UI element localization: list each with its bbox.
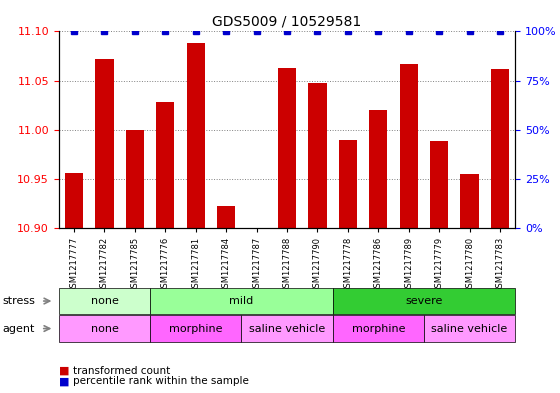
Bar [460,174,479,228]
Bar [369,110,388,228]
Bar [491,69,509,228]
Bar [278,68,296,228]
Text: agent: agent [3,323,35,334]
Text: ■: ■ [59,376,69,386]
Bar [309,83,326,228]
Text: mild: mild [229,296,254,306]
Text: ■: ■ [59,365,69,376]
Text: percentile rank within the sample: percentile rank within the sample [73,376,249,386]
Text: none: none [91,323,118,334]
Bar [339,140,357,228]
Text: severe: severe [405,296,442,306]
Text: transformed count: transformed count [73,365,170,376]
Bar [126,130,144,228]
Bar [65,173,83,228]
Bar [95,59,114,228]
Text: morphine: morphine [169,323,222,334]
Bar [217,206,235,228]
Text: stress: stress [3,296,36,306]
Bar [400,64,418,228]
Title: GDS5009 / 10529581: GDS5009 / 10529581 [212,15,362,29]
Bar [430,141,448,228]
Text: saline vehicle: saline vehicle [431,323,508,334]
Bar [156,102,174,228]
Text: none: none [91,296,118,306]
Text: morphine: morphine [352,323,405,334]
Bar [186,43,205,228]
Text: saline vehicle: saline vehicle [249,323,325,334]
